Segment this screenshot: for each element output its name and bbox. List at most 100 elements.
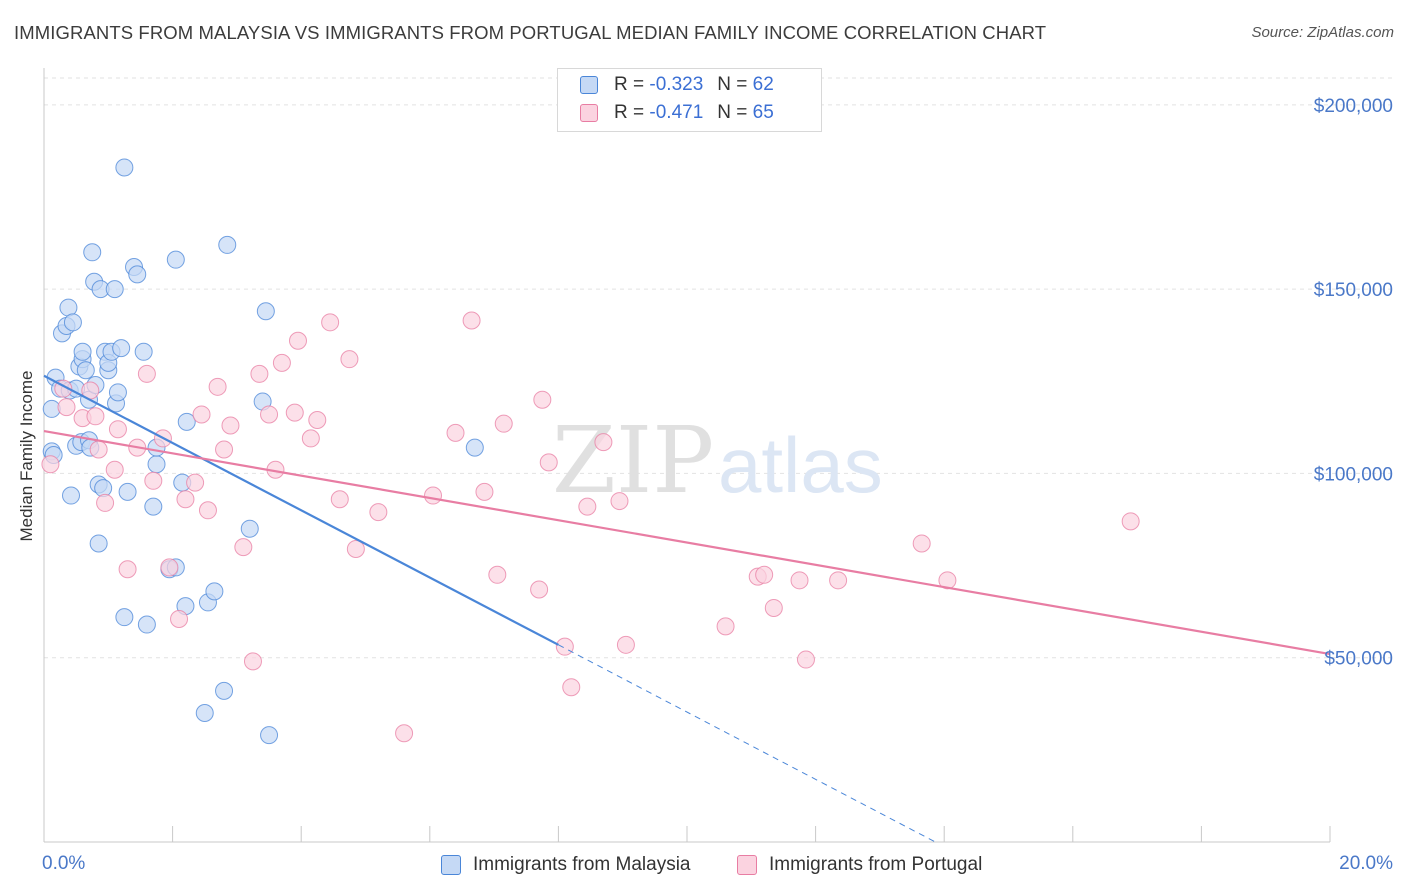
point-malaysia xyxy=(240,519,259,538)
point-portugal xyxy=(176,490,195,509)
y-tick-label: $150,000 xyxy=(1314,280,1393,301)
point-malaysia xyxy=(89,534,108,553)
point-malaysia xyxy=(115,158,134,177)
point-portugal xyxy=(192,405,211,424)
point-portugal xyxy=(118,560,137,579)
point-portugal xyxy=(243,652,262,671)
point-portugal xyxy=(250,364,269,383)
point-portugal xyxy=(340,350,359,369)
point-portugal xyxy=(488,565,507,584)
point-portugal xyxy=(41,455,60,474)
point-malaysia xyxy=(112,339,131,358)
point-portugal xyxy=(288,331,307,350)
trend-lines xyxy=(43,374,1331,844)
point-portugal xyxy=(395,724,414,743)
point-portugal xyxy=(369,503,388,522)
point-malaysia xyxy=(134,342,153,361)
point-malaysia xyxy=(108,383,127,402)
point-portugal xyxy=(272,353,291,372)
legend-n-value: 62 xyxy=(752,74,774,95)
point-portugal xyxy=(160,558,179,577)
point-portugal xyxy=(301,429,320,448)
point-malaysia xyxy=(128,265,147,284)
legend-r-label: R = xyxy=(614,74,645,95)
point-portugal xyxy=(555,637,574,656)
bottom-legend-label-portugal: Immigrants from Portugal xyxy=(769,854,983,875)
point-malaysia xyxy=(256,302,275,321)
point-portugal xyxy=(215,440,234,459)
point-portugal xyxy=(796,650,815,669)
stats-legend: R = -0.323 N = 62 R = -0.471 N = 65 xyxy=(557,68,822,132)
point-portugal xyxy=(462,311,481,330)
point-malaysia xyxy=(166,250,185,269)
bottom-legend-label-malaysia: Immigrants from Malaysia xyxy=(473,854,691,875)
point-portugal xyxy=(330,490,349,509)
point-portugal xyxy=(346,539,365,558)
point-portugal xyxy=(208,377,227,396)
point-malaysia xyxy=(147,455,166,474)
point-malaysia xyxy=(63,313,82,332)
x-tick-label-left: 0.0% xyxy=(42,853,85,874)
point-portugal xyxy=(790,571,809,590)
point-portugal xyxy=(86,407,105,426)
chart-title: IMMIGRANTS FROM MALAYSIA VS IMMIGRANTS F… xyxy=(14,22,1047,43)
point-portugal xyxy=(198,501,217,520)
bottom-legend-swatch-malaysia xyxy=(441,855,461,875)
point-portugal xyxy=(234,538,253,557)
point-malaysia xyxy=(205,582,224,601)
point-portugal xyxy=(938,571,957,590)
legend-swatch-portugal xyxy=(580,104,598,122)
point-malaysia xyxy=(76,361,95,380)
point-malaysia xyxy=(215,681,234,700)
point-portugal xyxy=(475,482,494,501)
point-portugal xyxy=(108,420,127,439)
legend-n-label: N = xyxy=(717,102,748,123)
point-portugal xyxy=(594,433,613,452)
source-label: Source: ZipAtlas.com xyxy=(1251,24,1394,41)
point-portugal xyxy=(755,565,774,584)
point-malaysia xyxy=(218,235,237,254)
point-malaysia xyxy=(195,704,214,722)
point-portugal xyxy=(562,678,581,697)
point-malaysia xyxy=(260,726,279,745)
point-portugal xyxy=(912,534,931,553)
legend-n-label: N = xyxy=(717,74,748,95)
legend-row-malaysia: R = -0.323 N = 62 xyxy=(580,73,774,97)
point-portugal xyxy=(308,410,327,429)
bottom-legend-portugal: Immigrants from Portugal xyxy=(737,853,982,877)
point-malaysia xyxy=(73,342,92,361)
legend-r-value: -0.323 xyxy=(649,74,704,95)
x-tick-label-right: 20.0% xyxy=(1339,853,1393,874)
point-portugal xyxy=(716,617,735,636)
point-portugal xyxy=(578,497,597,516)
point-portugal xyxy=(105,460,124,479)
point-malaysia xyxy=(144,497,163,516)
gridlines xyxy=(44,77,1396,659)
point-portugal xyxy=(96,493,115,512)
point-portugal xyxy=(533,390,552,409)
point-portugal xyxy=(1121,512,1140,531)
point-portugal xyxy=(144,471,163,490)
y-tick-label: $200,000 xyxy=(1314,96,1393,117)
point-portugal xyxy=(764,598,783,617)
point-portugal xyxy=(610,492,629,511)
legend-n-value: 65 xyxy=(752,102,774,123)
bottom-legend-malaysia: Immigrants from Malaysia xyxy=(441,853,691,877)
point-malaysia xyxy=(42,399,61,418)
point-portugal xyxy=(494,414,513,433)
point-portugal xyxy=(89,440,108,459)
point-malaysia xyxy=(62,486,81,505)
point-malaysia xyxy=(118,482,137,501)
point-portugal xyxy=(530,580,549,599)
point-portugal xyxy=(424,486,443,505)
point-portugal xyxy=(137,364,156,383)
legend-r-label: R = xyxy=(614,102,645,123)
point-portugal xyxy=(285,403,304,422)
y-tick-label: $50,000 xyxy=(1324,649,1393,670)
point-portugal xyxy=(829,571,848,590)
axis-labels: $50,000 $100,000 $150,000 $200,000 0.0% 20.0%… xyxy=(17,96,1393,874)
point-portugal xyxy=(170,610,189,629)
bottom-legend-swatch-portugal xyxy=(737,855,757,875)
watermark-zip: ZIP xyxy=(552,407,714,514)
